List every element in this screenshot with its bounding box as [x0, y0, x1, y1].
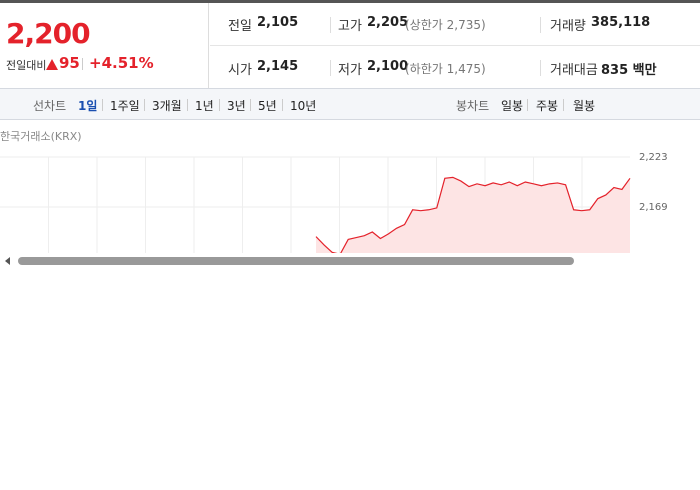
price-line: [315, 176, 631, 253]
tab[interactable]: 3개월: [152, 99, 182, 113]
tab[interactable]: 10년: [290, 99, 317, 113]
tab[interactable]: 월봉: [573, 99, 596, 113]
change-label: 전일대비: [6, 59, 47, 72]
stat-value: 2,145: [257, 59, 299, 74]
stat-label: 거래대금: [550, 63, 598, 78]
up-icon: [46, 59, 58, 70]
divider: [540, 17, 541, 33]
divider: [330, 17, 331, 33]
tab-group-label: 봉차트: [456, 99, 490, 113]
stat-label: 거래량: [550, 19, 586, 34]
tab-group-label: 선차트: [33, 99, 67, 113]
area: [316, 177, 630, 253]
stat-note: (상한가 2,735): [405, 18, 486, 32]
tab[interactable]: 1주일: [110, 99, 140, 113]
stat-label: 고가: [338, 19, 362, 34]
tab[interactable]: 1일: [78, 99, 98, 113]
tab-bar: 선차트 1일 1주일 3개월 1년 3년 5년 10년 봉차트 일봉 주봉 월봉: [0, 88, 700, 120]
scroll-left[interactable]: [5, 257, 10, 265]
tab[interactable]: 3년: [227, 99, 246, 113]
y-tick-label: 2,169: [639, 202, 668, 213]
tab[interactable]: 주봉: [536, 99, 559, 113]
y-tick-label: 2,223: [639, 152, 668, 163]
stat-value: 2,105: [257, 15, 299, 30]
tab[interactable]: 일봉: [501, 99, 524, 113]
divider: [330, 60, 331, 76]
stat-label: 전일: [228, 19, 252, 34]
tab[interactable]: 1년: [195, 99, 214, 113]
chart-source: 한국거래소(KRX): [0, 130, 82, 143]
stat-value: 2,100: [367, 59, 409, 74]
change: 95: [59, 54, 80, 72]
price-box: 2,200 전일대비 95 +4.51%: [0, 3, 209, 88]
change-rate: +4.51%: [89, 54, 154, 72]
divider: [82, 58, 83, 70]
stat-value: 385,118: [591, 15, 651, 30]
tab[interactable]: 5년: [258, 99, 277, 113]
divider: [540, 60, 541, 76]
stat-label: 저가: [338, 63, 362, 78]
stat-value: 2,205: [367, 15, 409, 30]
quote-panel: 2,200 전일대비 95 +4.51% 전일 2,105 고가 2,205 (…: [0, 0, 700, 88]
row-divider: [210, 45, 700, 46]
price: 2,200: [6, 17, 91, 50]
chart: 한국거래소(KRX) 2,223 2,169: [0, 130, 700, 270]
stat-label: 시가: [228, 63, 252, 78]
stat-value: 835 백만: [601, 63, 657, 78]
stat-note: (하한가 1,475): [405, 62, 486, 76]
scrollbar-thumb[interactable]: [18, 257, 574, 265]
